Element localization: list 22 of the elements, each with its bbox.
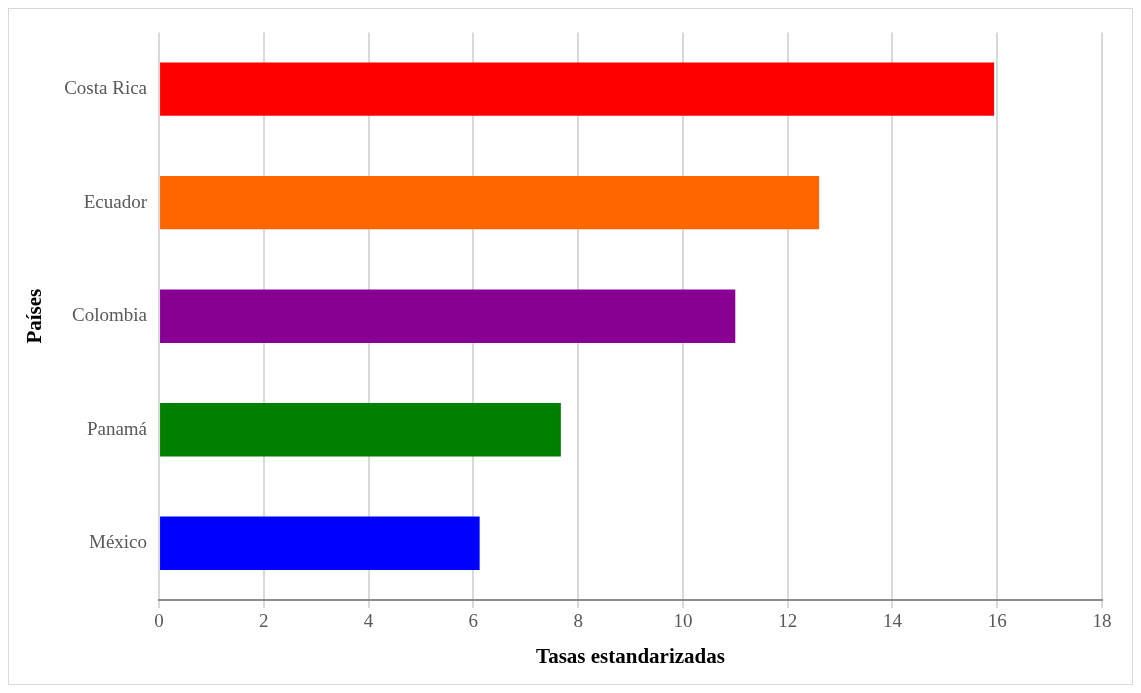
bar [160, 62, 995, 116]
y-tick-label: México [89, 531, 148, 553]
y-tick-label: Panamá [86, 417, 148, 439]
y-tick-label: Costa Rica [64, 77, 148, 99]
x-tick-label: 0 [154, 610, 164, 632]
x-tick-label: 2 [259, 610, 269, 632]
y-tick-label: Ecuador [83, 190, 148, 212]
x-tick-label: 6 [468, 610, 479, 632]
bar [160, 176, 820, 230]
bar [160, 403, 561, 457]
x-tick-label: 16 [987, 610, 1007, 632]
x-axis-title: Tasas estandarizadas [536, 643, 725, 668]
y-axis-title: Países [22, 288, 47, 344]
y-tick-label: Colombia [72, 304, 148, 326]
bar [160, 516, 480, 570]
x-tick-label: 4 [363, 610, 374, 632]
x-tick-label: 14 [882, 610, 903, 632]
x-tick-label: 8 [573, 610, 583, 632]
bar [160, 289, 736, 343]
x-tick-label: 12 [778, 610, 798, 632]
x-tick-label: 10 [673, 610, 693, 632]
x-tick-label: 18 [1092, 610, 1112, 632]
